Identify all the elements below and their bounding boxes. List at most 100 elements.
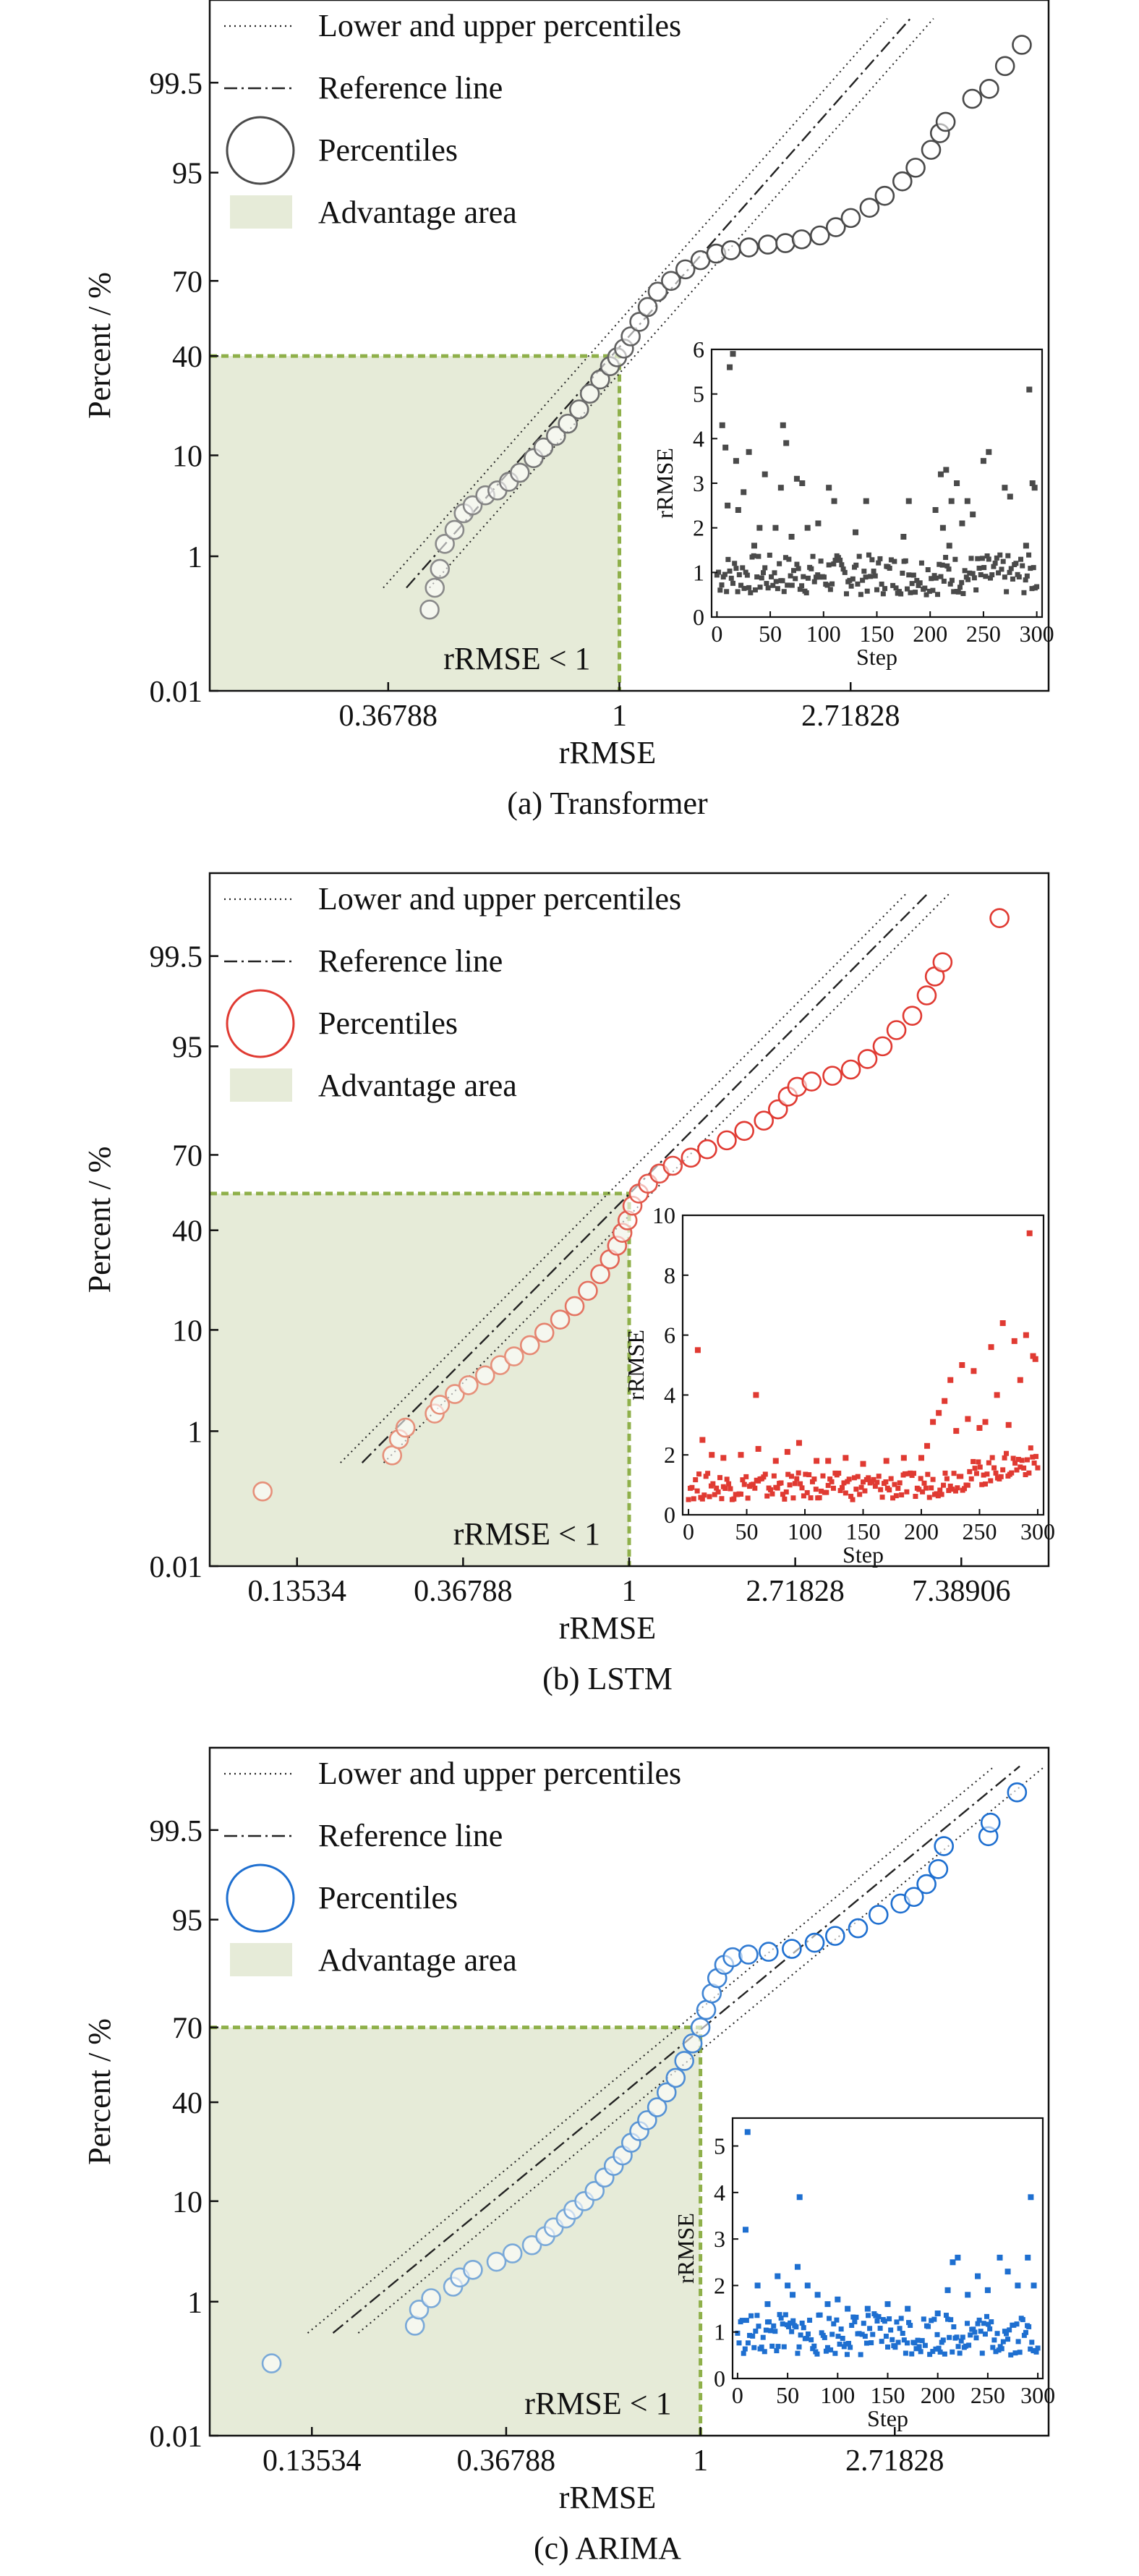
- inset-point: [921, 1480, 927, 1486]
- inset-point: [825, 1482, 831, 1488]
- inset-frame: [681, 1214, 1045, 1516]
- inset-x-tick-label: 0: [711, 621, 722, 647]
- inset-point: [999, 2346, 1004, 2352]
- inset-point: [925, 567, 931, 573]
- inset-point: [841, 1480, 847, 1486]
- percentile-point: [1012, 35, 1032, 55]
- inset-point: [1013, 561, 1019, 566]
- inset-y-label: rRMSE: [673, 2213, 699, 2284]
- inset-point: [922, 2342, 928, 2348]
- inset-point: [923, 592, 929, 598]
- inset-point: [804, 524, 811, 531]
- inset-point: [1014, 1467, 1020, 1473]
- inset-point: [987, 2326, 993, 2331]
- inset-point: [873, 2313, 879, 2318]
- inset-point: [902, 1471, 908, 1476]
- inset-point: [783, 1489, 789, 1495]
- inset-point: [755, 1445, 762, 1452]
- inset-point: [999, 566, 1004, 572]
- inset-point: [794, 1476, 800, 1482]
- inset-point: [1005, 553, 1011, 558]
- percentile-point: [647, 281, 668, 302]
- y-tick-label: 10: [172, 2186, 202, 2219]
- x-tick-label: 0.36788: [457, 2444, 556, 2478]
- inset-point: [1002, 574, 1007, 580]
- inset-point: [1015, 1456, 1021, 1462]
- inset-point: [943, 555, 949, 561]
- x-tick-label: 2.71828: [845, 2444, 944, 2478]
- advantage-annotation: rRMSE < 1: [524, 2386, 671, 2421]
- percentile-point: [934, 1836, 954, 1856]
- inset-x-label: Step: [856, 644, 897, 670]
- inset-point: [783, 440, 790, 446]
- percentile-point: [932, 952, 953, 972]
- legend-label: Reference line: [318, 1818, 503, 1853]
- inset-point: [937, 471, 944, 477]
- inset-point: [762, 565, 768, 571]
- inset-point: [815, 520, 822, 527]
- inset-point: [893, 1493, 899, 1499]
- percentile-point: [637, 2110, 657, 2130]
- inset-y-tick-label: 6: [664, 1322, 675, 1348]
- inset-point: [856, 553, 862, 559]
- inset-point: [909, 2351, 915, 2357]
- inset-point: [973, 587, 979, 592]
- inset-point: [840, 566, 846, 572]
- inset-point: [831, 498, 837, 504]
- inset-point: [740, 565, 746, 571]
- inset-point: [1031, 2282, 1037, 2289]
- inset-y-tick-label: 4: [714, 2180, 725, 2206]
- inset-point: [1035, 1465, 1041, 1471]
- inset-point: [738, 1452, 744, 1458]
- inset-point: [757, 585, 763, 590]
- inset-point: [793, 475, 800, 482]
- y-tick-label: 40: [172, 2087, 202, 2120]
- percentile-point: [430, 1395, 451, 1415]
- inset-point: [914, 577, 920, 583]
- inset-point: [789, 2329, 795, 2334]
- inset-point: [949, 577, 955, 583]
- percentile-point: [435, 533, 455, 554]
- inset-point: [933, 2346, 939, 2352]
- y-tick-label: 40: [172, 341, 202, 374]
- inset-point: [898, 2316, 904, 2321]
- inset-point: [727, 364, 733, 370]
- inset-point: [789, 582, 795, 588]
- inset-point: [892, 2345, 898, 2350]
- percentile-point: [754, 1110, 775, 1131]
- legend-label: Advantage area: [318, 1068, 517, 1103]
- percentile-point: [463, 2259, 483, 2280]
- inset-point: [861, 569, 867, 574]
- legend-label: Lower and upper percentiles: [318, 8, 681, 43]
- inset-point: [844, 2352, 850, 2358]
- percentile-point: [916, 985, 937, 1006]
- legend-advantage-swatch: [230, 1943, 292, 1976]
- inset-point: [835, 555, 841, 561]
- inset-point: [952, 1488, 958, 1494]
- inset-point: [781, 589, 787, 595]
- percentile-point: [738, 1944, 759, 1965]
- inset-point: [840, 2335, 845, 2341]
- inset-point: [1015, 2282, 1021, 2289]
- inset-point: [983, 574, 989, 579]
- inset-point: [819, 2330, 824, 2336]
- inset-point: [782, 555, 788, 561]
- inset-x-label: Step: [867, 2405, 908, 2431]
- inset-point: [918, 1476, 923, 1482]
- inset-point: [745, 2340, 751, 2346]
- inset-point: [742, 2346, 748, 2352]
- inset-point: [927, 2352, 933, 2358]
- inset-point: [752, 587, 758, 592]
- inset-point: [1029, 586, 1035, 592]
- inset-point: [954, 2334, 960, 2340]
- inset-point: [730, 580, 735, 586]
- inset-point: [747, 2332, 753, 2338]
- inset-point: [916, 1487, 922, 1492]
- inset-point: [955, 2254, 961, 2261]
- inset-point: [978, 2329, 984, 2334]
- inset-point: [942, 1398, 948, 1404]
- inset-point: [965, 1482, 971, 1488]
- percentile-point: [935, 111, 956, 132]
- inset-point: [906, 572, 912, 578]
- y-tick-label: 95: [172, 1031, 202, 1064]
